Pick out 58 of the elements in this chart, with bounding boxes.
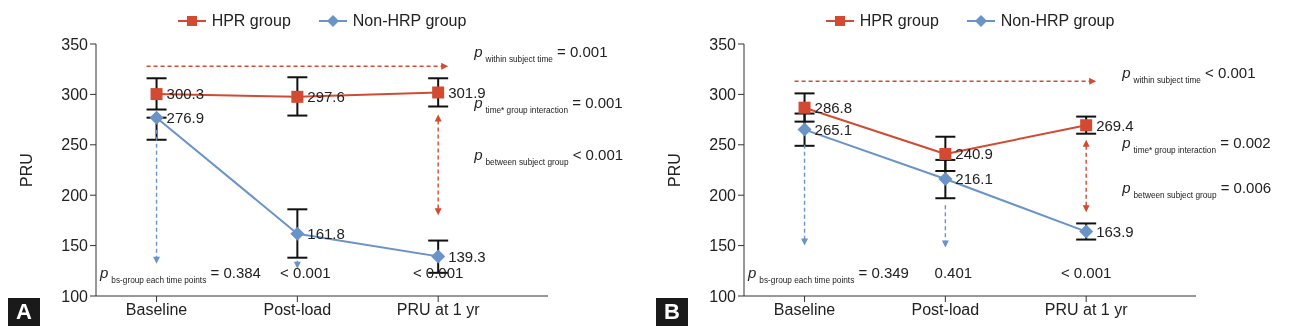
legend-label: HPR group: [210, 12, 291, 30]
y-tick-label: 200: [709, 186, 737, 204]
annotation: p$_{within subject time}$ = 0.001: [473, 43, 608, 64]
y-axis-title: PRU: [665, 153, 683, 187]
point: [938, 171, 953, 186]
legend-label: Non-HRP group: [999, 12, 1115, 30]
y-tick-label: 100: [61, 287, 89, 305]
y-tick-label: 250: [61, 136, 89, 154]
legend-label: HPR group: [858, 12, 939, 30]
point: [432, 86, 445, 99]
annotation: p$_{bs-group each time points}$ = 0.384: [99, 263, 261, 285]
y-tick-label: 150: [61, 237, 89, 255]
x-tick-label: Baseline: [125, 301, 188, 319]
legend-label: Non-HRP group: [351, 12, 467, 30]
point: [939, 147, 952, 160]
data-label: 286.8: [814, 99, 853, 117]
point: [1080, 119, 1093, 132]
text: B: [656, 298, 688, 326]
annotation: p$_{between subject group}$ = 0.006: [1121, 179, 1272, 200]
annotation: < 0.001: [1060, 263, 1112, 281]
data-label: 265.1: [814, 120, 853, 138]
data-label: 139.3: [448, 247, 486, 265]
y-tick-label: 300: [709, 86, 737, 104]
point: [798, 101, 811, 114]
data-label: 163.9: [1096, 222, 1134, 240]
annotation: < 0.001: [412, 263, 464, 281]
point: [290, 226, 305, 241]
point: [431, 249, 446, 264]
point: [797, 122, 812, 137]
data-label: 276.9: [166, 109, 205, 127]
annotation: p$_{between subject group}$ < 0.001: [473, 146, 624, 167]
annotation: p$_{bs-group each time points}$ = 0.349: [747, 263, 909, 285]
y-tick-label: 350: [61, 35, 89, 53]
y-tick-label: 300: [61, 86, 89, 104]
data-label: 240.9: [955, 145, 993, 163]
y-tick-label: 200: [61, 186, 89, 204]
y-tick-label: 350: [709, 35, 737, 53]
y-tick-label: 150: [709, 237, 737, 255]
y-axis-title: PRU: [17, 153, 35, 187]
x-tick-label: PRU at 1 yr: [1044, 301, 1129, 319]
y-tick-label: 250: [709, 136, 737, 154]
annotation: < 0.001: [280, 263, 331, 281]
point: [1079, 224, 1094, 239]
y-tick-label: 100: [709, 287, 737, 305]
annotation: 0.401: [934, 263, 973, 281]
x-tick-label: Baseline: [773, 301, 836, 319]
x-tick-label: PRU at 1 yr: [396, 301, 481, 319]
point: [291, 90, 304, 103]
x-tick-label: Post-load: [911, 301, 980, 319]
x-tick-label: Post-load: [263, 301, 332, 319]
data-label: 216.1: [955, 170, 993, 188]
data-label: 161.8: [307, 225, 345, 243]
annotation: p$_{within subject time}$ < 0.001: [1121, 64, 1256, 85]
point: [150, 88, 163, 101]
text: A: [8, 298, 40, 326]
data-label: 269.4: [1096, 116, 1134, 134]
annotation: p$_{time* group interaction}$ = 0.002: [1121, 134, 1271, 155]
point: [149, 110, 164, 125]
